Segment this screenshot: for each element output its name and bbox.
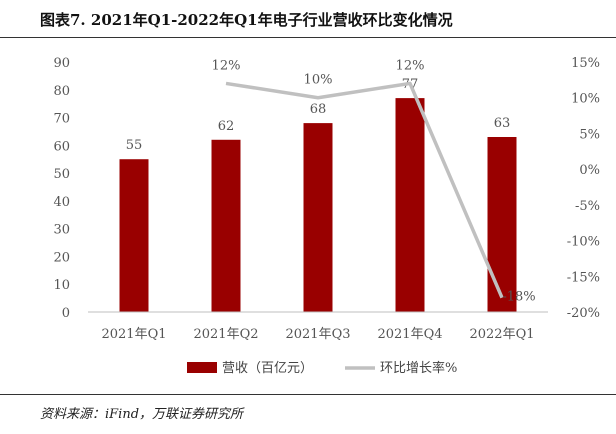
y-left-tick-label: 80 [53, 84, 70, 99]
y-left-tick-label: 90 [53, 56, 70, 71]
x-tick-label: 2021年Q4 [377, 327, 442, 342]
x-tick-label: 2022年Q1 [469, 327, 534, 342]
growth-value-label: 12% [396, 58, 425, 73]
source-note: 资料来源：iFind，万联证券研究所 [0, 394, 616, 434]
growth-value-label: 10% [304, 73, 333, 88]
left-axis: 0 10 20 30 40 50 60 70 80 90 [53, 56, 70, 321]
y-left-tick-label: 30 [53, 223, 70, 238]
growth-line [225, 81, 504, 299]
bar [487, 137, 517, 312]
chart: 0 10 20 30 40 50 60 70 80 90 -20% -15% -10% -5% 0% 5% 1… [53, 56, 600, 376]
chart-title: 图表7. 2021年Q1-2022年Q1年电子行业营收环比变化情况 [0, 0, 616, 38]
bar-value-label: 63 [494, 116, 511, 131]
legend: 营收（百亿元） 环比增长率% [187, 360, 457, 376]
y-left-tick-label: 10 [53, 278, 70, 293]
y-left-tick-label: 40 [53, 195, 70, 210]
legend-swatch-bar [187, 362, 217, 373]
x-tick-label: 2021年Q3 [285, 327, 350, 342]
bar [119, 159, 149, 312]
growth-value-label: 12% [212, 58, 241, 73]
right-axis: -20% -15% -10% -5% 0% 5% 10% 15% [567, 56, 600, 321]
y-right-tick-label: -10% [567, 235, 600, 250]
legend-label: 环比增长率% [380, 360, 457, 376]
y-right-tick-label: 5% [579, 127, 600, 142]
y-right-tick-label: -5% [575, 199, 600, 214]
y-right-tick-label: -20% [567, 306, 600, 321]
x-tick-label: 2021年Q2 [193, 327, 258, 342]
growth-value-label: -18% [502, 290, 535, 305]
line-series: 12% 10% 12% -18% [212, 58, 536, 304]
y-right-tick-label: 10% [571, 92, 600, 107]
y-right-tick-label: -15% [567, 270, 600, 285]
bar-value-label: 62 [218, 119, 235, 134]
y-right-tick-label: 15% [571, 56, 600, 71]
y-left-tick-label: 20 [53, 250, 70, 265]
bar [303, 123, 333, 312]
y-left-tick-label: 50 [53, 167, 70, 182]
x-tick-label: 2021年Q1 [101, 327, 166, 342]
legend-label: 营收（百亿元） [222, 361, 313, 376]
bar [395, 98, 425, 312]
y-right-tick-label: 0% [579, 163, 600, 178]
y-left-tick-label: 60 [53, 139, 70, 154]
y-left-tick-label: 0 [62, 306, 70, 321]
y-left-tick-label: 70 [53, 112, 70, 127]
x-axis: 2021年Q1 2021年Q2 2021年Q3 2021年Q4 2022年Q1 [101, 327, 534, 342]
bar [211, 139, 241, 312]
bar-value-label: 55 [126, 138, 143, 153]
bar-value-label: 68 [310, 102, 327, 117]
